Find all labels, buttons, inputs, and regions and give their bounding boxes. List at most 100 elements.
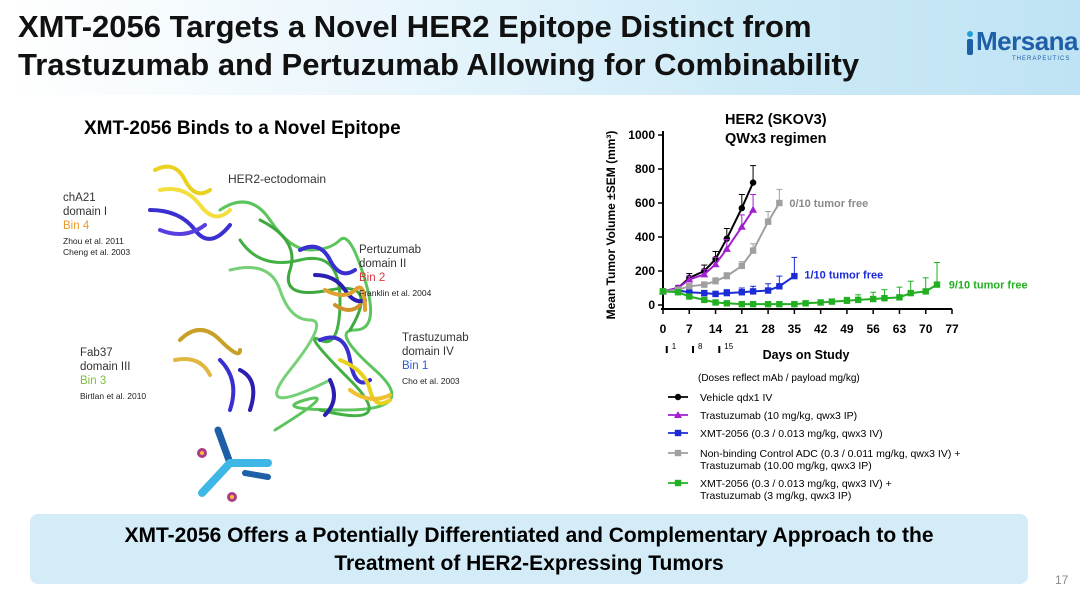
label-name-line2: domain I (63, 206, 108, 218)
data-point (737, 222, 746, 230)
label-name-line2: domain IV (402, 346, 454, 358)
data-point (738, 289, 746, 296)
label-bin: Bin 4 (63, 220, 90, 232)
chart-header-line2: QWx3 regimen (725, 131, 827, 147)
chart-series (659, 165, 941, 308)
legend-label: XMT-2056 (0.3 / 0.013 mg/kg, qwx3 IV) (700, 428, 883, 440)
data-point (854, 296, 862, 304)
chart-legend: (Doses reflect mAb / payload mg/kg) Vehic… (668, 373, 960, 502)
legend-swatch-marker (674, 393, 682, 401)
data-point (791, 272, 798, 280)
data-point (700, 270, 709, 278)
label-name-line2: domain II (359, 258, 407, 270)
label-trastuzumab: Trastuzumab domain IV Bin 1 Cho et al. 2… (402, 331, 469, 387)
data-point (723, 289, 731, 297)
y-tick-label: 1000 (628, 128, 655, 142)
data-point (828, 298, 836, 305)
x-tick-label: 35 (788, 322, 802, 336)
legend-label: Trastuzumab (10 mg/kg, qwx3 IP) (700, 410, 857, 422)
label-fab37: Fab37 domain III Bin 3 Birtlan et al. 20… (80, 346, 146, 402)
label-name-line1: Fab37 (80, 347, 113, 359)
label-name-line1: chA21 (63, 192, 96, 204)
data-point (711, 260, 720, 268)
footer-line2: Treatment of HER2-Expressing Tumors (334, 552, 724, 575)
logo-mark-icon (967, 31, 973, 55)
legend-label: Vehicle qdx1 IV (700, 392, 772, 404)
legend-swatch-marker (674, 429, 682, 437)
x-tick-label: 21 (735, 322, 749, 336)
legend-swatch-marker (674, 449, 682, 457)
annotation-tumor-free: 9/10 tumor free (949, 280, 1028, 292)
data-point (843, 297, 851, 304)
data-point (933, 281, 941, 288)
label-chA21: chA21 domain I Bin 4 Zhou et al. 2011 Ch… (63, 191, 130, 258)
data-point (749, 300, 757, 308)
data-point (712, 290, 719, 298)
data-point (686, 283, 693, 290)
legend-label-line2: Trastuzumab (3 mg/kg, qwx3 IP) (700, 490, 851, 502)
data-point (881, 295, 888, 302)
data-point (738, 262, 746, 270)
data-point (685, 275, 694, 283)
label-ref: Franklin et al. 2004 (359, 288, 432, 298)
data-point (776, 300, 783, 308)
data-point (738, 300, 746, 308)
label-name-line2: domain III (80, 361, 131, 373)
data-point (896, 294, 903, 301)
data-point (674, 289, 682, 296)
label-name-line1: Trastuzumab (402, 332, 469, 344)
company-logo: Mersana THERAPEUTICS (962, 26, 1079, 70)
data-point (922, 288, 929, 295)
x-tick-label: 49 (840, 322, 854, 336)
label-ref: Zhou et al. 2011 (63, 236, 124, 246)
y-tick-label: 400 (635, 230, 655, 244)
data-point (701, 281, 708, 288)
y-axis-title: Mean Tumor Volume ±SEM (mm³) (604, 131, 618, 320)
x-tick-label: 42 (814, 322, 828, 336)
data-point (701, 289, 708, 297)
dose-marker-label: 1 (672, 342, 677, 351)
y-tick-label: 800 (635, 162, 655, 176)
data-point (764, 287, 772, 294)
x-tick-label: 14 (709, 322, 723, 336)
label-bin: Bin 1 (402, 360, 429, 372)
x-tick-label: 63 (893, 322, 907, 336)
x-tick-label: 77 (945, 322, 959, 336)
legend-note: (Doses reflect mAb / payload mg/kg) (698, 373, 860, 384)
legend-swatch-marker (674, 479, 682, 487)
chart-annotations: 0/10 tumor free 1/10 tumor free 9/10 tumor… (789, 198, 1027, 292)
series-line (662, 202, 781, 293)
data-point (738, 204, 746, 212)
data-point (869, 295, 877, 303)
data-point (764, 300, 772, 308)
x-tick-label: 70 (919, 322, 933, 336)
data-point (686, 293, 693, 300)
footer-text: XMT-2056 Offers a Potentially Differenti… (30, 522, 1028, 578)
label-ref: Cheng et al. 2003 (63, 247, 131, 257)
header-band (0, 0, 1080, 95)
legend-label: Non-binding Control ADC (0.3 / 0.011 mg/… (700, 448, 960, 460)
data-point (723, 300, 731, 307)
data-point (749, 205, 758, 213)
label-bin: Bin 2 (359, 272, 386, 284)
slide-title: XMT-2056 Targets a Novel HER2 Epitope Di… (18, 8, 948, 84)
label-ref: Cho et al. 2003 (402, 376, 460, 386)
data-point (749, 179, 757, 186)
x-axis-title: Days on Study (763, 348, 850, 362)
dose-marker-label: 15 (724, 342, 733, 351)
her2-structure-image (148, 164, 394, 432)
x-tick-label: 28 (761, 322, 775, 336)
footer-line1: XMT-2056 Offers a Potentially Differenti… (124, 524, 934, 547)
x-tick-label: 56 (867, 322, 881, 336)
data-point (712, 299, 719, 306)
logo-name: Mersana (976, 26, 1079, 56)
series-4 (659, 262, 941, 308)
tumor-volume-chart: 0 200 400 600 800 1000 0 7 14 21 28 35 42 49 56 63 70 77 1… (604, 128, 1028, 502)
logo-subtitle: THERAPEUTICS (1012, 56, 1071, 62)
data-point (764, 218, 772, 225)
left-panel-title: XMT-2056 Binds to a Novel Epitope (84, 118, 401, 139)
chart-header: HER2 (SKOV3) QWx3 regimen (725, 111, 827, 149)
data-point (776, 283, 783, 290)
data-point (723, 272, 731, 280)
data-point (791, 300, 798, 308)
